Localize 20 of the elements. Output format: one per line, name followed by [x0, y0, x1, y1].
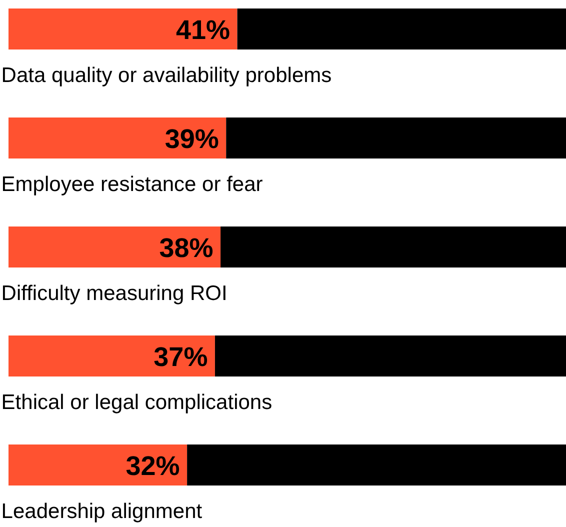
data-label: 38% — [159, 233, 214, 263]
bar — [226, 118, 566, 158]
y-tick-label: Employee resistance or fear — [1, 173, 263, 196]
y-tick-label: Difficulty measuring ROI — [1, 282, 228, 305]
data-label: 37% — [154, 342, 208, 372]
bar — [220, 226, 566, 268]
data-label: 32% — [126, 451, 180, 481]
bar — [8, 336, 215, 376]
bar — [8, 8, 238, 50]
bar — [8, 226, 221, 268]
data-label: 41% — [176, 15, 230, 45]
bar — [8, 118, 226, 158]
y-tick-label: Leadership alignment — [1, 500, 202, 523]
bar — [8, 444, 188, 486]
bar — [237, 8, 566, 50]
bar — [214, 336, 566, 376]
data-label: 39% — [164, 124, 219, 154]
y-tick-label: Ethical or legal complications — [1, 391, 272, 414]
bar — [187, 444, 566, 486]
y-tick-label: Data quality or availability problems — [1, 64, 332, 87]
